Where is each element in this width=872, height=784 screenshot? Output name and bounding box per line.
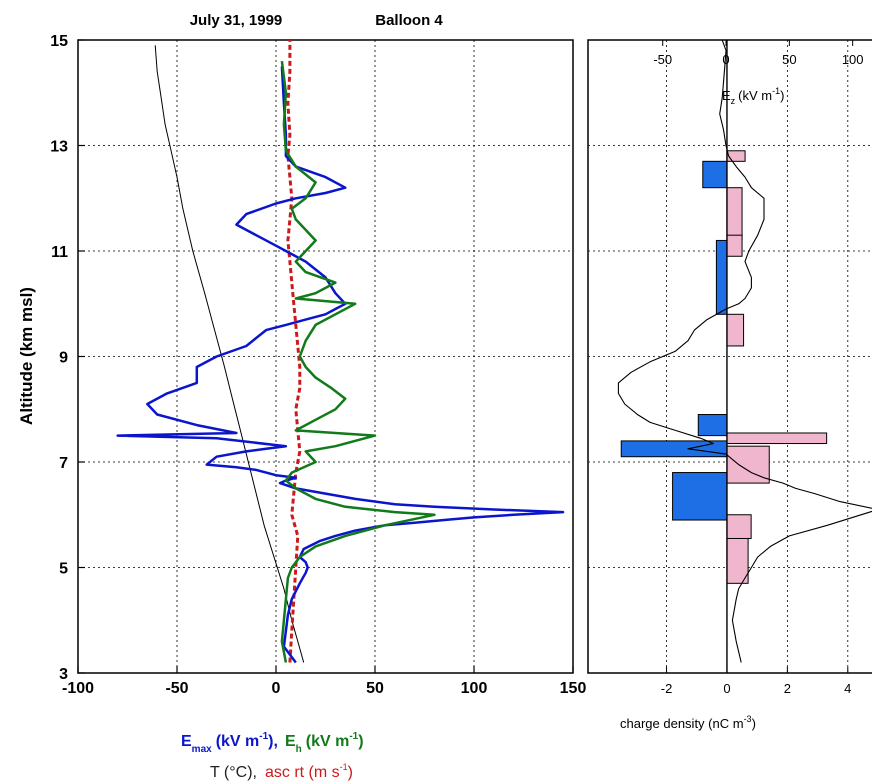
charge-close: ) <box>752 716 756 731</box>
ez-profile-line <box>617 39 872 663</box>
series-line-emax <box>116 66 565 664</box>
series-line-eh <box>280 60 436 663</box>
left-grid <box>78 40 573 673</box>
positive-charge-bar <box>726 150 746 162</box>
ez-sub: z <box>731 96 736 106</box>
left-series <box>116 40 565 664</box>
x-tick-label: -50 <box>165 680 188 697</box>
x-axis-label-emax-eh: Emax (kV m-1), Eh (kV m-1) <box>181 731 364 755</box>
x-axis-label-temp-asc: T (°C), asc rt (m s-1) <box>210 762 353 781</box>
charge-tick-label: 2 <box>784 681 791 696</box>
ez-profile <box>617 39 872 663</box>
ez-tick-label: 50 <box>782 52 796 67</box>
positive-charge-bar <box>726 514 752 539</box>
eh-label: E <box>285 733 296 750</box>
charge-tick-label: 0 <box>723 681 730 696</box>
emax-close: ), <box>268 733 278 750</box>
positive-charge-bar <box>726 432 828 445</box>
x-tick-label: 0 <box>272 680 281 697</box>
y-tick-label: 7 <box>59 455 68 472</box>
eh-sup: -1 <box>349 731 358 742</box>
positive-charge-bar <box>726 234 743 257</box>
negative-charge-bar <box>715 239 728 315</box>
emax-units: (kV m <box>216 733 260 750</box>
left-panel: 3 5 7 9 11 13 15 -100 -50 0 50 100 150 Altitude (km … <box>17 33 586 781</box>
y-tick-label: 3 <box>59 666 68 683</box>
ez-main: E <box>722 88 731 103</box>
ez-tick-label: -50 <box>653 52 672 67</box>
negative-charge-bar <box>697 414 728 437</box>
ez-units: (kV m <box>738 88 772 103</box>
charge-tick-label: -2 <box>661 681 673 696</box>
eh-units: (kV m <box>306 733 350 750</box>
x-tick-label: 50 <box>366 680 384 697</box>
charge-sup: -3 <box>744 714 752 724</box>
negative-charge-bar <box>672 472 728 521</box>
y-tick-label: 13 <box>50 139 68 156</box>
asc-close: ) <box>348 764 353 781</box>
charge-main: charge density (nC m <box>620 716 744 731</box>
x-tick-label: -100 <box>62 680 94 697</box>
ez-close: ) <box>780 88 784 103</box>
negative-charge-bar <box>702 160 728 189</box>
emax-sub: max <box>192 744 212 755</box>
asc-label: asc rt (m s <box>265 764 340 781</box>
ez-axis-label: Ez (kV m-1) <box>722 86 784 106</box>
ez-tick-label: 100 <box>842 52 864 67</box>
positive-charge-bar <box>726 313 745 347</box>
chart-title-balloon: Balloon 4 <box>375 12 443 29</box>
y-axis-label: Altitude (km msl) <box>17 287 36 425</box>
series-line-temp <box>154 45 305 663</box>
temp-label: T (°C), <box>210 764 257 781</box>
eh-sub: h <box>296 744 302 755</box>
x-tick-label: 100 <box>461 680 488 697</box>
right-ticks: -2 0 2 4 -50 0 50 100 <box>653 40 864 696</box>
ez-sup: -1 <box>772 86 780 96</box>
y-tick-label: 5 <box>59 561 68 578</box>
chart-title-date: July 31, 1999 <box>190 12 283 29</box>
charge-tick-label: 4 <box>844 681 851 696</box>
negative-charge-bar <box>620 440 728 458</box>
charge-density-label: charge density (nC m-3) <box>620 714 756 731</box>
x-tick-label: 150 <box>560 680 587 697</box>
ez-tick-label: 0 <box>722 52 729 67</box>
y-tick-label: 15 <box>50 33 68 50</box>
y-tick-label: 11 <box>51 244 68 261</box>
emax-label: E <box>181 733 192 750</box>
left-ticks: 3 5 7 9 11 13 15 -100 -50 0 50 100 150 <box>50 33 586 697</box>
y-tick-label: 9 <box>59 350 68 367</box>
right-panel: -2 0 2 4 -50 0 50 100 Ez (kV m-1) charge density… <box>587 39 872 731</box>
series-line-asc <box>286 40 302 663</box>
positive-charge-bar <box>726 187 743 241</box>
positive-charge-bar <box>726 537 749 584</box>
asc-sup: -1 <box>340 762 348 772</box>
eh-close: ) <box>358 733 363 750</box>
emax-sup: -1 <box>259 731 268 742</box>
